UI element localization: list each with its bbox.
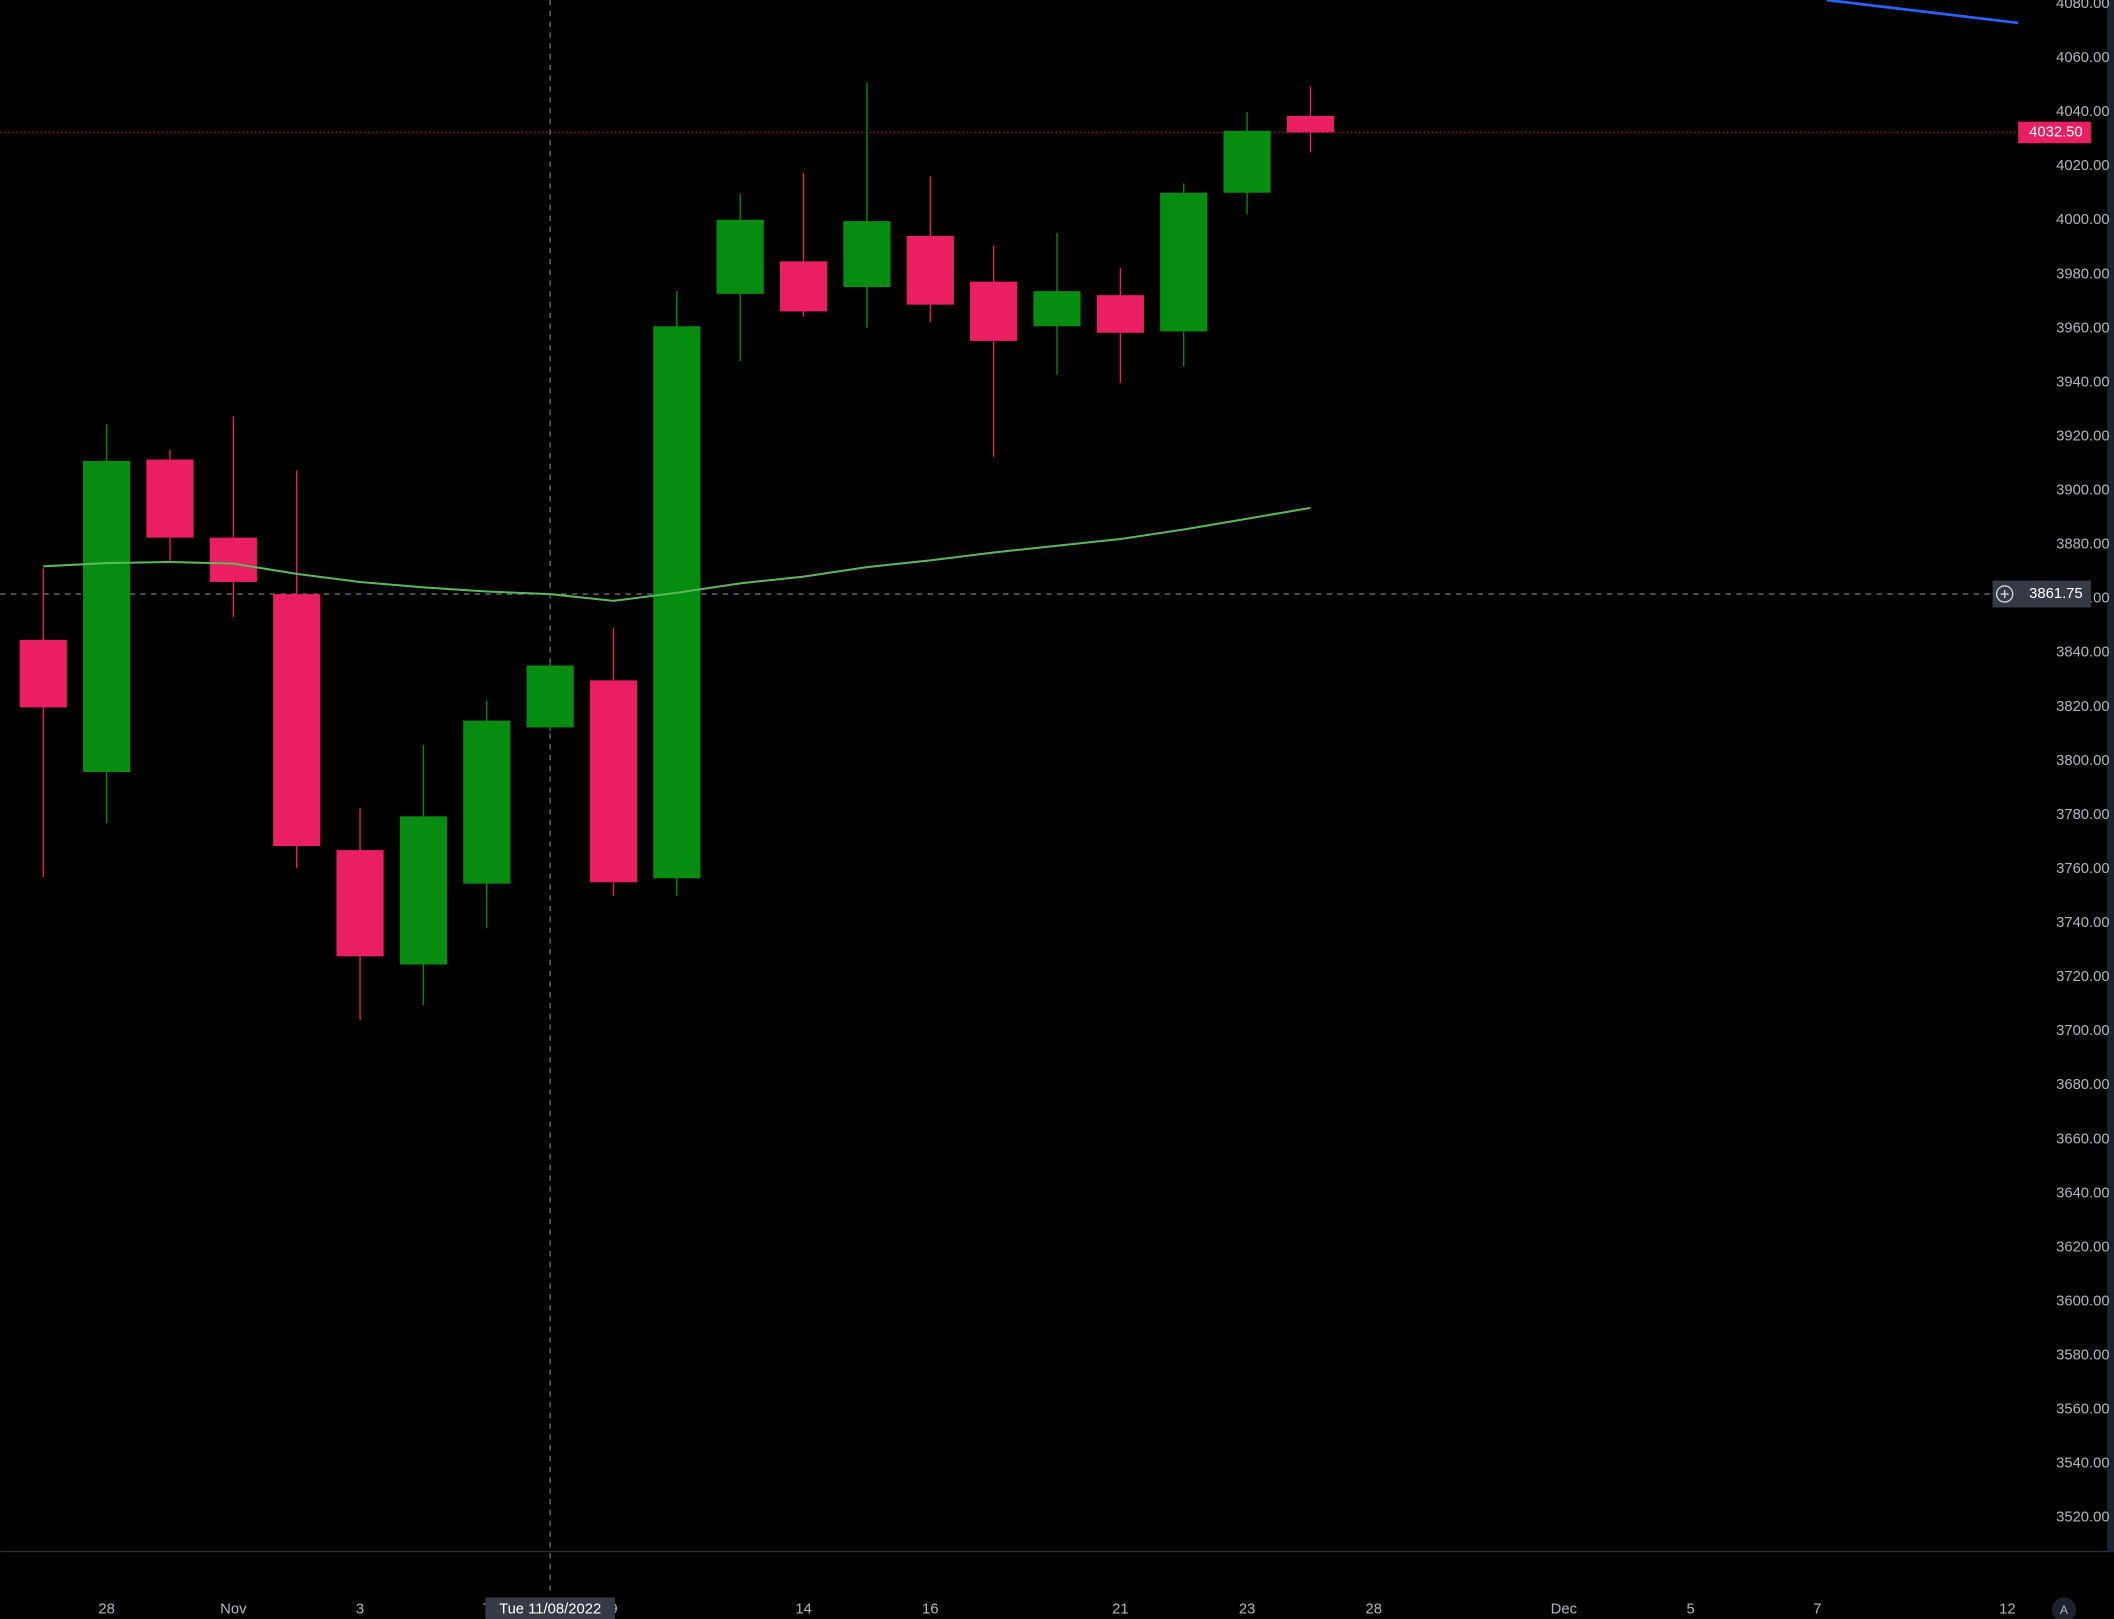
last-price-label: 4032.50 <box>2029 124 2083 140</box>
y-tick-label: 3660.00 <box>2056 1131 2110 1147</box>
candle-body <box>399 816 448 965</box>
y-tick-label: 3560.00 <box>2056 1402 2110 1418</box>
candle-body <box>716 219 764 294</box>
candle-body <box>209 537 257 582</box>
x-tick-label: 28 <box>98 1601 114 1617</box>
y-tick-label: 3700.00 <box>2056 1023 2110 1039</box>
y-tick-label: 4020.00 <box>2056 158 2110 174</box>
x-tick-label: Dec <box>1551 1601 1578 1617</box>
y-tick-label: 3640.00 <box>2056 1185 2110 1201</box>
candle-body <box>970 281 1018 341</box>
x-tick-label: Nov <box>220 1601 247 1617</box>
y-tick-label: 3540.00 <box>2056 1456 2110 1472</box>
y-tick-label: 4060.00 <box>2056 50 2110 66</box>
trend-line <box>1826 0 2019 25</box>
y-tick-label: 3720.00 <box>2056 969 2110 985</box>
y-tick-label: 3760.00 <box>2056 861 2110 877</box>
x-tick-label: 7 <box>1813 1601 1821 1617</box>
candle-body <box>336 850 384 957</box>
candle-body <box>273 594 321 847</box>
candle-body <box>19 639 67 708</box>
x-tick-label: 3 <box>356 1601 364 1617</box>
y-tick-label: 3840.00 <box>2056 645 2110 661</box>
y-tick-label: 3880.00 <box>2056 537 2110 553</box>
crosshair-price-box <box>1992 580 2091 608</box>
x-tick-label: 5 <box>1686 1601 1694 1617</box>
candle-body <box>1160 192 1208 332</box>
x-tick-label: 14 <box>795 1601 811 1617</box>
candle-body <box>589 680 638 883</box>
y-tick-label: 3680.00 <box>2056 1077 2110 1093</box>
candle-body <box>1096 295 1144 333</box>
y-tick-label: 3800.00 <box>2056 753 2110 769</box>
x-tick-label: 16 <box>922 1601 938 1617</box>
x-tick-label: 12 <box>1999 1601 2015 1617</box>
y-tick-label: 3520.00 <box>2056 1510 2110 1526</box>
y-tick-label: 4040.00 <box>2056 104 2110 120</box>
y-tick-label: 3600.00 <box>2056 1293 2110 1309</box>
y-tick-label: 3780.00 <box>2056 807 2110 823</box>
x-tick-label: 23 <box>1239 1601 1255 1617</box>
y-tick-label: 3960.00 <box>2056 320 2110 336</box>
x-tick-label: 28 <box>1366 1601 1382 1617</box>
candle-body <box>779 261 828 312</box>
crosshair-date-label: Tue 11/08/2022 <box>499 1601 601 1617</box>
auto-button-label: A <box>2060 1603 2069 1617</box>
y-tick-label: 3740.00 <box>2056 915 2110 931</box>
y-tick-label: 3980.00 <box>2056 266 2110 282</box>
candle-body <box>1223 130 1271 193</box>
y-tick-label: 3820.00 <box>2056 699 2110 715</box>
crosshair-plus-sign <box>2000 589 2009 599</box>
last-price-box <box>2018 121 2091 144</box>
y-tick-label: 3900.00 <box>2056 483 2110 499</box>
candle-body <box>653 326 701 879</box>
y-tick-label: 3940.00 <box>2056 374 2110 390</box>
candle-body <box>146 459 194 538</box>
y-tick-label: 4000.00 <box>2056 212 2110 228</box>
moving-average-line <box>43 506 1311 602</box>
candle-body <box>463 720 511 884</box>
y-tick-label: 3920.00 <box>2056 428 2110 444</box>
candle-body <box>1286 115 1335 133</box>
crosshair-plus-icon <box>1995 585 2014 603</box>
candle-body <box>906 235 954 305</box>
x-tick-label: 21 <box>1112 1601 1128 1617</box>
y-tick-label: 4080.00 <box>2056 0 2110 12</box>
y-tick-label: 3580.00 <box>2056 1348 2110 1364</box>
candle-body <box>526 665 574 728</box>
crosshair-price-label: 3861.75 <box>2029 586 2083 602</box>
candle-body <box>83 460 131 773</box>
candle-body <box>843 221 891 288</box>
crosshair-date-box <box>485 1597 615 1619</box>
candle-body <box>1033 291 1081 327</box>
scrollbar <box>2107 0 2114 1552</box>
y-tick-label: 3620.00 <box>2056 1239 2110 1255</box>
auto-button[interactable] <box>2051 1597 2077 1619</box>
